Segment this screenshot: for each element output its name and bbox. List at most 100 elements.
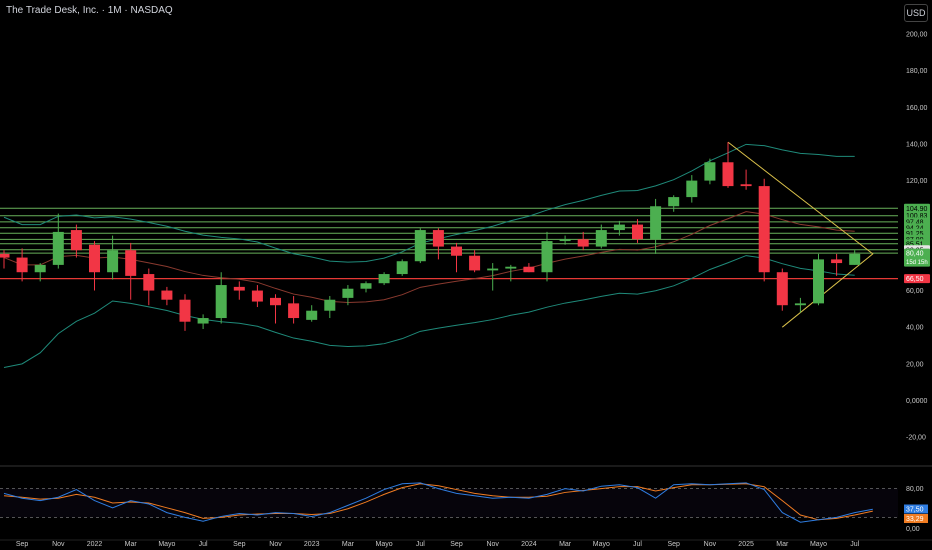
candle-body <box>686 180 698 198</box>
candle-body <box>396 261 408 275</box>
x-axis-tick-label: Sep <box>16 541 29 548</box>
candle-body <box>613 224 625 231</box>
stoch-k-line <box>3 482 873 523</box>
x-axis-tick-label: Mayo <box>158 541 175 548</box>
candle-body <box>34 264 46 273</box>
y-axis-tick-label: 140,00 <box>906 141 928 148</box>
x-axis-tick-label: Jul <box>416 541 425 548</box>
x-axis-tick-label: Sep <box>450 541 463 548</box>
candle-body <box>505 266 517 269</box>
price-tag <box>904 248 930 267</box>
candle-body <box>487 268 499 271</box>
candle-body <box>831 259 843 264</box>
candle-body <box>740 184 752 187</box>
chart-title: The Trade Desk, Inc. · 1M · NASDAQ <box>6 5 173 16</box>
x-axis-tick-label: Mar <box>559 541 572 548</box>
y-axis-tick-label: 180,00 <box>906 68 928 75</box>
x-axis-tick-label: Sep <box>233 541 246 548</box>
x-axis-tick-label: Mar <box>125 541 138 548</box>
candle-body <box>451 246 462 256</box>
x-axis-tick-label: Mayo <box>810 541 827 548</box>
currency-button[interactable]: USD <box>904 4 928 22</box>
candle-body <box>541 241 553 273</box>
candle-body <box>270 297 281 306</box>
candle-body <box>306 310 318 320</box>
candle-body <box>813 259 824 304</box>
candle-body <box>324 299 336 311</box>
x-axis-tick-label: Jul <box>850 541 859 548</box>
x-axis-tick-label: Nov <box>486 541 499 548</box>
x-axis-tick-label: Nov <box>704 541 717 548</box>
y-axis-tick-label: 200,00 <box>906 32 928 39</box>
y-axis-tick-label: 160,00 <box>906 105 928 112</box>
candle-body <box>52 231 64 265</box>
candle-body <box>125 250 137 276</box>
candle-body <box>107 250 119 273</box>
candle-body <box>794 303 806 306</box>
x-axis-tick-label: Mar <box>342 541 355 548</box>
y-axis-tick-label: 0,0000 <box>906 398 928 405</box>
x-axis-tick-label: 2023 <box>304 541 320 548</box>
candle-body <box>288 303 300 319</box>
candle-body <box>360 283 372 289</box>
price-tag-label: 66,50 <box>906 276 924 283</box>
x-axis-tick-label: 2022 <box>87 541 103 548</box>
x-axis-tick-label: 2025 <box>738 541 754 548</box>
bollinger-upper-line <box>3 143 855 263</box>
y-axis-tick-label: 40,00 <box>906 325 924 332</box>
x-axis-tick-label: Mayo <box>593 541 610 548</box>
price-tag-label: 91,25 <box>906 231 924 238</box>
y-axis-tick-label: -20,00 <box>906 435 926 442</box>
candle-body <box>559 239 571 242</box>
candle-body <box>595 230 607 247</box>
x-axis-tick-label: Nov <box>269 541 282 548</box>
candle-body <box>233 286 245 291</box>
candle-body <box>776 272 788 306</box>
candle-body <box>179 299 191 322</box>
bollinger-lower-line <box>3 255 855 369</box>
candle-body <box>251 290 263 302</box>
price-tag-label: 80,40 <box>906 251 924 258</box>
x-axis-tick-label: Mayo <box>376 541 393 548</box>
stoch-band-fill <box>0 488 898 518</box>
candle-body <box>704 162 716 181</box>
price-tag-label: 97,48 <box>906 219 924 226</box>
price-tag <box>904 203 930 213</box>
candle-body <box>16 257 28 273</box>
stoch-k-tag-label: 37,50 <box>906 507 924 514</box>
stoch-k-tag <box>904 504 928 514</box>
stoch-d-tag <box>904 514 928 523</box>
candle-body <box>758 186 770 273</box>
candle-body <box>849 253 861 265</box>
candle-body <box>342 288 354 298</box>
x-axis-tick-label: Jul <box>199 541 208 548</box>
candle-body <box>215 285 227 319</box>
x-axis-tick-label: Sep <box>667 541 680 548</box>
candle-body <box>722 162 734 187</box>
candle-body <box>523 266 535 273</box>
candle-body <box>197 318 209 324</box>
candle-body <box>414 230 426 262</box>
y-axis-tick-label: 60,00 <box>906 288 924 295</box>
price-tag-label: 104,90 <box>906 206 928 213</box>
y-axis-tick-label: 120,00 <box>906 178 928 185</box>
triangle-pattern-line <box>727 141 874 328</box>
price-tag <box>904 274 930 284</box>
stoch-tick-label: 80,00 <box>906 486 924 493</box>
x-axis-tick-label: 2024 <box>521 541 537 548</box>
x-axis-tick-label: Mar <box>776 541 789 548</box>
price-tag-label: 85,51 <box>906 241 924 248</box>
candle-body <box>143 274 155 291</box>
x-axis-tick-label: Nov <box>52 541 65 548</box>
stoch-tick-label: 0,00 <box>906 526 920 533</box>
candle-body <box>632 224 643 240</box>
candle-body <box>650 206 662 240</box>
x-axis-tick-label: Jul <box>633 541 642 548</box>
candle-body <box>70 230 82 251</box>
candle-body <box>0 253 10 258</box>
candle-body <box>89 244 100 273</box>
stoch-d-tag-label: 33,29 <box>906 516 924 523</box>
candle-body <box>577 239 589 247</box>
candle-body <box>432 230 444 247</box>
